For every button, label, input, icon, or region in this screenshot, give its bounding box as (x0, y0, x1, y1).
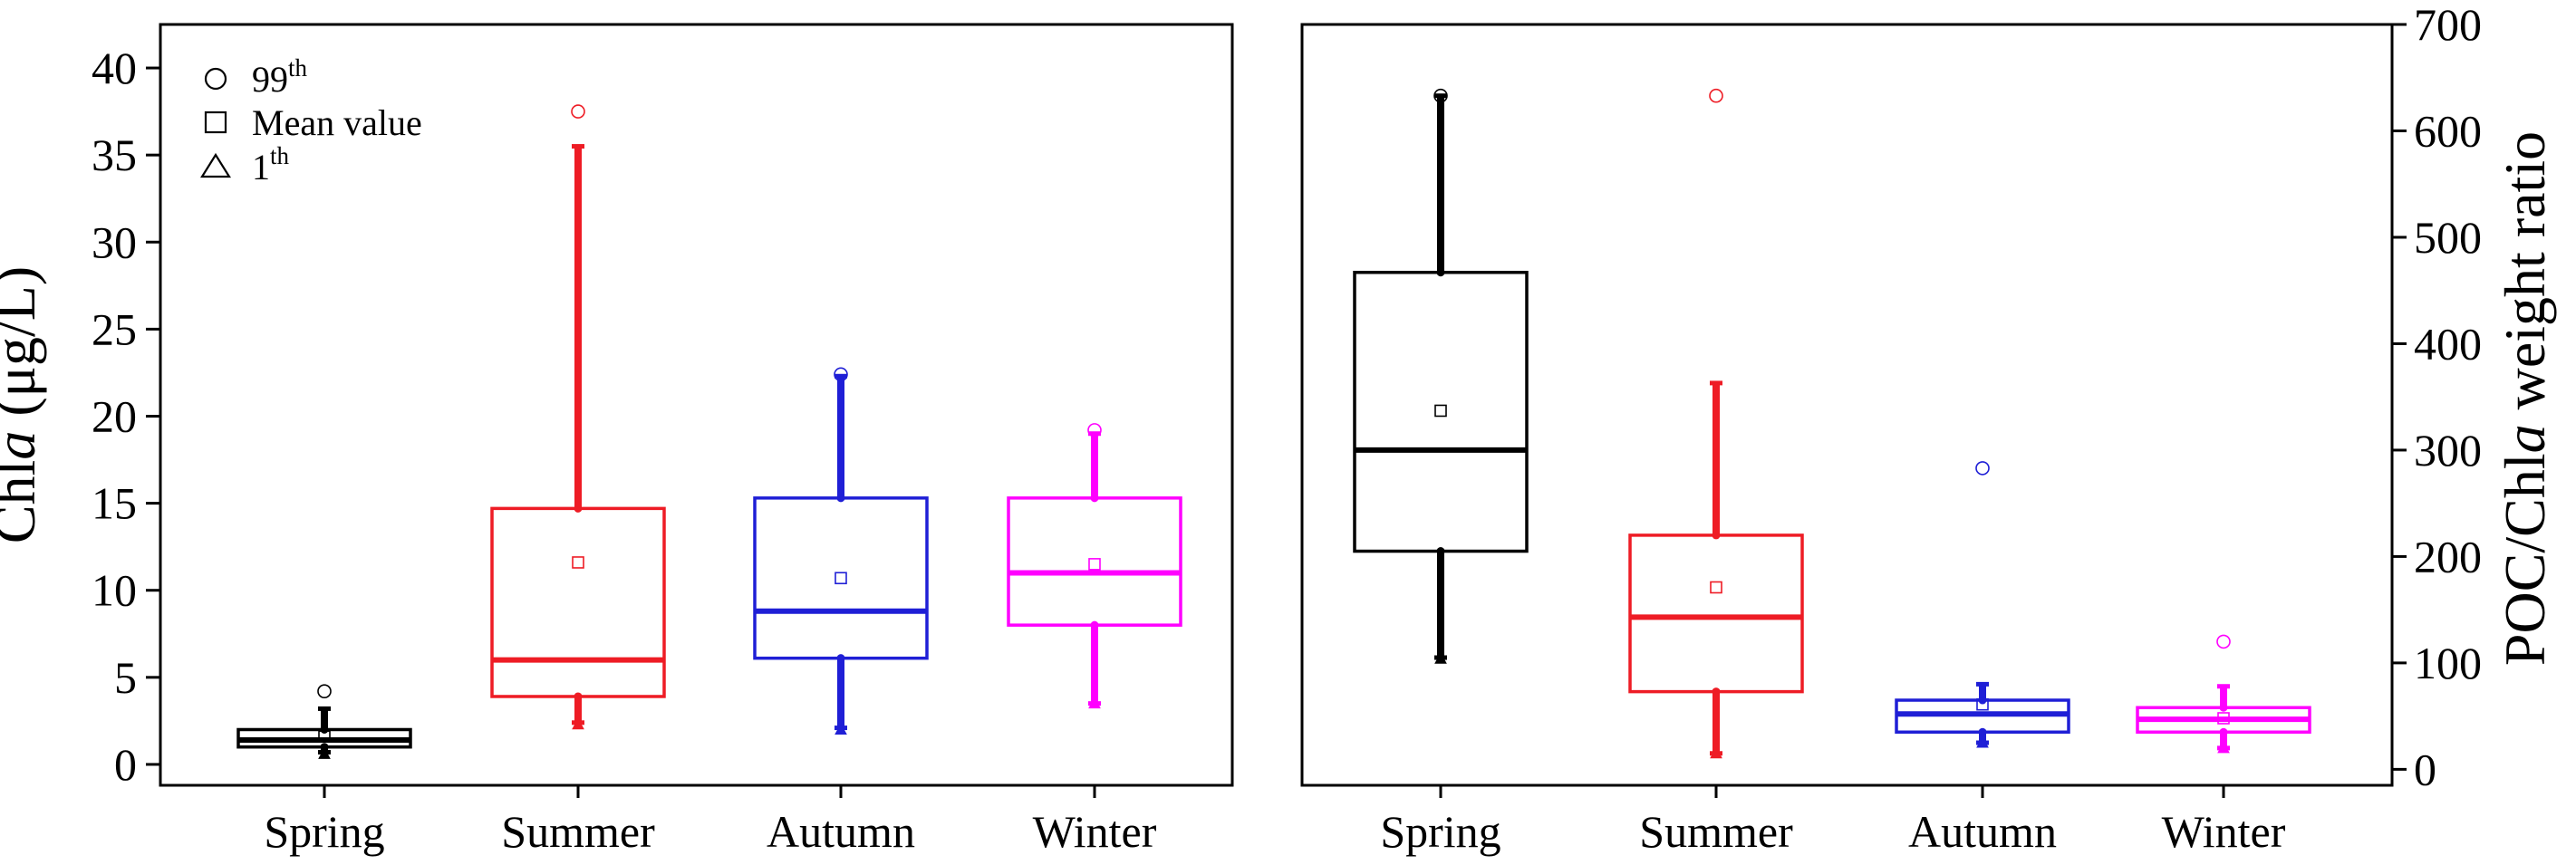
y-axis-title-unit: weight ratio (2493, 131, 2557, 424)
mean-marker (835, 572, 847, 585)
iqr-box (1628, 533, 1804, 694)
mean-marker (1710, 581, 1722, 594)
p99-marker (317, 684, 332, 699)
y-tick-label: 15 (92, 478, 137, 529)
y-axis-title: POC/Chla weight ratio (2493, 131, 2557, 666)
p1-marker (2217, 741, 2230, 754)
iqr-box (753, 496, 929, 660)
legend-square-icon (204, 111, 227, 134)
y-axis-title: Chla (μg/L) (0, 266, 47, 543)
y-axis-title-italic: a (2493, 424, 2557, 453)
legend-label: 1th (252, 142, 290, 187)
chl-a-panel: 0 5 10 15 20 25 30 35 40 Chla (μg/L) Spring Summer A… (0, 23, 1234, 857)
p99-marker (834, 367, 848, 382)
legend-label: 99th (252, 54, 308, 100)
y-tick-label: 100 (2414, 638, 2482, 688)
y-tick-label: 600 (2414, 105, 2482, 156)
box-summer: Summer (1628, 88, 1804, 857)
legend-label-sup: th (270, 142, 290, 169)
y-tick-label: 25 (92, 303, 137, 354)
legend-label-main: Mean value (252, 102, 422, 143)
mean-marker (2217, 712, 2230, 725)
p1-marker (318, 747, 331, 759)
legend-triangle-icon (200, 152, 231, 178)
y-axis-title-italic: a (0, 431, 47, 460)
legend-label: Mean value (252, 102, 422, 143)
y-axis-title-main: Chl (0, 460, 47, 543)
box-autumn: Autumn (1895, 461, 2070, 857)
p1-marker (1434, 652, 1447, 664)
box-winter: Winter (1007, 423, 1182, 857)
iqr-box (490, 506, 666, 698)
legend-item-square: Mean value (204, 102, 422, 143)
legend-label-main: 1 (252, 147, 270, 187)
mean-marker (1088, 558, 1101, 571)
poc-chl-ratio-panel: 0 100 200 300 400 500 600 700 POC/Chla weight ra… (1300, 0, 2557, 857)
y-tick-label: 10 (92, 565, 137, 616)
y-tick-label: 20 (92, 390, 137, 441)
iqr-box (1007, 496, 1182, 627)
legend-circle-icon (204, 67, 227, 91)
legend-label-main: 99 (252, 59, 288, 100)
box-spring: Spring (1353, 88, 1529, 857)
p99-marker (571, 104, 585, 119)
legend-item-triangle: 1th (200, 142, 290, 187)
box-winter: Winter (2136, 634, 2311, 857)
p99-marker (1709, 88, 1723, 103)
legend-item-circle: 99th (204, 54, 308, 100)
box-summer: Summer (490, 104, 666, 857)
p1-marker (572, 717, 584, 730)
category-label-spring: Spring (1380, 806, 1500, 857)
p1-marker (1710, 746, 1722, 759)
y-tick-label: 700 (2414, 0, 2482, 50)
y-tick-label: 30 (92, 216, 137, 267)
category-label-summer: Summer (501, 806, 655, 857)
category-label-winter: Winter (1033, 806, 1157, 857)
y-tick-label: 300 (2414, 425, 2482, 476)
y-axis-title-unit: (μg/L) (0, 266, 47, 431)
category-label-autumn: Autumn (767, 806, 915, 857)
category-label-autumn: Autumn (1908, 806, 2057, 857)
plot-frame (159, 23, 1234, 787)
mean-marker (572, 556, 584, 569)
y-tick-label: 0 (2414, 744, 2436, 794)
iqr-box (1353, 270, 1529, 553)
y-tick-label: 200 (2414, 531, 2482, 581)
mean-marker (1434, 404, 1447, 418)
category-label-winter: Winter (2162, 806, 2286, 857)
y-tick-label: 400 (2414, 318, 2482, 369)
p99-marker (1433, 88, 1448, 103)
box-spring: Spring (236, 684, 412, 857)
p1-marker (1088, 697, 1101, 709)
y-tick-label: 0 (114, 739, 137, 790)
box-autumn: Autumn (753, 367, 929, 857)
p1-marker (835, 723, 847, 735)
plot-frame (1300, 23, 2394, 787)
y-tick-label: 40 (92, 43, 137, 93)
p1-marker (1976, 735, 1989, 748)
p99-marker (1975, 461, 1990, 476)
mean-marker (1976, 697, 1989, 711)
p99-marker (2216, 634, 2231, 649)
category-label-spring: Spring (264, 806, 384, 857)
category-label-summer: Summer (1639, 806, 1793, 857)
y-tick-label: 35 (92, 130, 137, 180)
p99-marker (1087, 423, 1102, 437)
mean-marker (318, 730, 331, 743)
y-tick-label: 5 (114, 652, 137, 703)
y-axis-title-main: POC/Chl (2493, 453, 2557, 666)
legend-label-sup: th (288, 54, 308, 82)
y-tick-label: 500 (2414, 212, 2482, 263)
